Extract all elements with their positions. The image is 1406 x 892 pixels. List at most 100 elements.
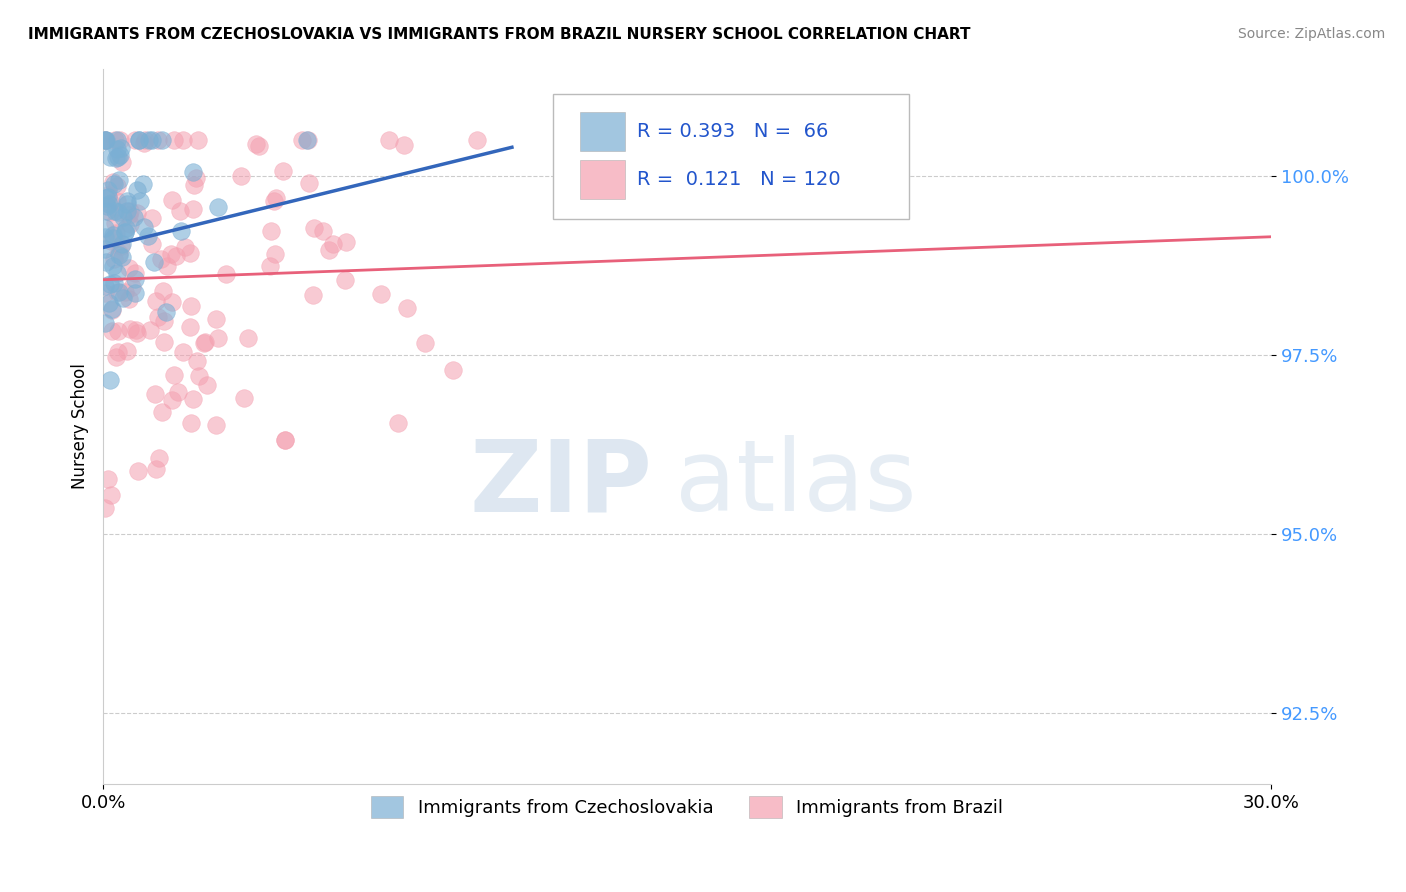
Point bbox=[118, 217, 141, 231]
Point bbox=[94, 220, 117, 235]
Point bbox=[187, 369, 209, 384]
Point bbox=[114, 225, 136, 239]
Point bbox=[298, 176, 321, 190]
Point bbox=[165, 249, 187, 263]
Point bbox=[183, 165, 205, 179]
Point bbox=[187, 133, 209, 147]
Point bbox=[94, 133, 117, 147]
Point bbox=[136, 229, 159, 244]
Point bbox=[94, 501, 117, 516]
Point bbox=[115, 194, 138, 209]
Point bbox=[247, 139, 270, 153]
Point bbox=[107, 245, 129, 260]
Point bbox=[378, 133, 401, 147]
Point bbox=[100, 196, 122, 211]
Point bbox=[124, 133, 146, 147]
Point bbox=[124, 272, 146, 286]
Point bbox=[97, 197, 120, 211]
Point bbox=[160, 295, 183, 310]
Point bbox=[124, 266, 146, 280]
Point bbox=[118, 292, 141, 306]
Point bbox=[122, 210, 145, 224]
Point bbox=[370, 287, 392, 301]
Point bbox=[387, 416, 409, 430]
Point bbox=[128, 133, 150, 147]
Point bbox=[100, 488, 122, 502]
Text: R =  0.121   N = 120: R = 0.121 N = 120 bbox=[637, 170, 841, 189]
Point bbox=[174, 240, 197, 254]
Point bbox=[139, 323, 162, 337]
Point bbox=[181, 392, 204, 406]
Point bbox=[124, 285, 146, 300]
Point bbox=[180, 417, 202, 431]
FancyBboxPatch shape bbox=[553, 94, 910, 219]
Point bbox=[118, 261, 141, 276]
Point bbox=[108, 173, 131, 187]
Point bbox=[104, 133, 127, 147]
Point bbox=[169, 204, 191, 219]
Point bbox=[105, 179, 128, 194]
Point bbox=[94, 278, 117, 293]
Point bbox=[318, 243, 340, 257]
Point bbox=[150, 252, 173, 266]
Point bbox=[273, 434, 295, 448]
Point bbox=[125, 322, 148, 336]
Point bbox=[205, 312, 228, 326]
Point bbox=[110, 250, 132, 264]
Point bbox=[143, 386, 166, 401]
Point bbox=[115, 221, 138, 235]
Legend: Immigrants from Czechoslovakia, Immigrants from Brazil: Immigrants from Czechoslovakia, Immigran… bbox=[364, 789, 1011, 825]
Point bbox=[172, 133, 194, 147]
Point bbox=[186, 353, 208, 368]
Point bbox=[97, 189, 120, 203]
Point bbox=[290, 133, 312, 147]
Point bbox=[166, 384, 188, 399]
Point bbox=[301, 288, 323, 302]
Point bbox=[111, 236, 134, 251]
Text: IMMIGRANTS FROM CZECHOSLOVAKIA VS IMMIGRANTS FROM BRAZIL NURSERY SCHOOL CORRELAT: IMMIGRANTS FROM CZECHOSLOVAKIA VS IMMIGR… bbox=[28, 27, 970, 42]
Point bbox=[141, 236, 163, 251]
Point bbox=[156, 259, 179, 273]
Point bbox=[101, 227, 124, 242]
Point bbox=[170, 224, 193, 238]
Point bbox=[97, 183, 120, 197]
Point bbox=[179, 246, 201, 260]
Point bbox=[160, 193, 183, 207]
Point bbox=[94, 133, 117, 147]
Point bbox=[103, 276, 125, 290]
Point bbox=[129, 194, 152, 209]
Point bbox=[112, 291, 135, 305]
Point bbox=[101, 259, 124, 273]
Text: Source: ZipAtlas.com: Source: ZipAtlas.com bbox=[1237, 27, 1385, 41]
Point bbox=[132, 220, 155, 235]
Point bbox=[179, 320, 201, 334]
Point bbox=[103, 178, 125, 192]
Point bbox=[153, 334, 176, 349]
Point bbox=[266, 191, 288, 205]
Point bbox=[181, 202, 204, 216]
Point bbox=[110, 140, 132, 154]
Point bbox=[105, 266, 128, 280]
Point bbox=[333, 273, 356, 287]
Point bbox=[138, 133, 160, 147]
Point bbox=[94, 133, 117, 147]
Point bbox=[117, 343, 139, 358]
Point bbox=[118, 322, 141, 336]
Text: R = 0.393   N =  66: R = 0.393 N = 66 bbox=[637, 122, 828, 141]
Point bbox=[98, 373, 121, 387]
Point bbox=[392, 137, 415, 152]
Point bbox=[115, 197, 138, 211]
Point bbox=[153, 314, 176, 328]
Point bbox=[143, 255, 166, 269]
Point bbox=[96, 191, 118, 205]
Text: atlas: atlas bbox=[675, 435, 917, 533]
Point bbox=[104, 152, 127, 166]
Point bbox=[148, 450, 170, 465]
Point bbox=[107, 324, 129, 338]
Point bbox=[100, 235, 122, 249]
Point bbox=[121, 280, 143, 294]
Point bbox=[107, 345, 129, 359]
Point bbox=[441, 362, 464, 376]
Y-axis label: Nursery School: Nursery School bbox=[72, 364, 89, 490]
Point bbox=[111, 210, 134, 224]
